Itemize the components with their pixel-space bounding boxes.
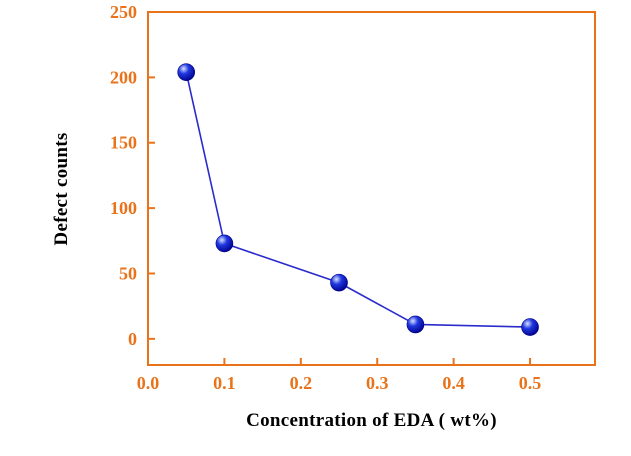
y-tick-label: 250 [110, 2, 137, 22]
data-point-marker [177, 63, 196, 81]
data-point-marker [521, 318, 539, 336]
data-point-marker [406, 315, 425, 334]
x-tick-label: 0.4 [442, 373, 465, 393]
x-tick-label: 0.3 [366, 373, 389, 393]
x-tick-label: 0.1 [213, 373, 236, 393]
y-axis-title: Defect counts [51, 132, 72, 246]
x-tick-label: 0.5 [519, 373, 542, 393]
data-point-marker [330, 273, 348, 292]
x-axis-title: Concentration of EDA ( wt%) [246, 410, 497, 431]
y-tick-label: 100 [110, 198, 137, 218]
y-tick-label: 200 [110, 67, 137, 87]
y-tick-label: 150 [110, 133, 137, 153]
x-tick-label: 0.2 [290, 373, 313, 393]
y-tick-label: 0 [128, 329, 137, 349]
data-point-marker [215, 234, 234, 253]
y-tick-label: 50 [119, 263, 137, 283]
x-tick-label: 0.0 [137, 373, 160, 393]
